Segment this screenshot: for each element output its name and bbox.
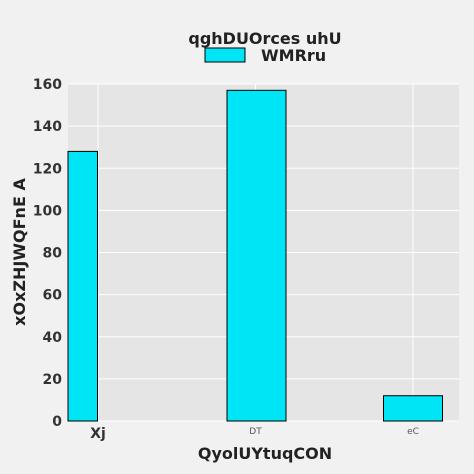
bar-Xj bbox=[67, 150, 98, 422]
y-tick-label: 40 bbox=[43, 330, 63, 346]
y-tick-label: 20 bbox=[43, 372, 63, 388]
y-tick-label: 0 bbox=[52, 414, 62, 430]
y-tick-label: 60 bbox=[43, 288, 63, 304]
y-tick-label: 160 bbox=[33, 77, 62, 93]
y-axis-label: xOxZHJWQFnE A bbox=[10, 178, 29, 326]
x-tick-label: Xj bbox=[90, 426, 106, 442]
legend-swatch bbox=[204, 47, 246, 63]
x-tick-label: eC bbox=[407, 427, 419, 437]
y-tick-label: 140 bbox=[33, 119, 62, 135]
bar-eC bbox=[383, 395, 443, 422]
x-axis-label: QyolUYtuqCON bbox=[198, 444, 332, 463]
bar-DT bbox=[226, 89, 287, 422]
y-axis-ticks: 0 20 40 60 80 100 120 140 160 bbox=[33, 77, 62, 430]
y-tick-label: 80 bbox=[43, 246, 63, 262]
legend-label: WMRru bbox=[261, 46, 326, 65]
y-tick-label: 100 bbox=[33, 203, 62, 219]
y-tick-label: 120 bbox=[33, 161, 62, 177]
x-axis-ticks: Xj DT eC bbox=[90, 426, 419, 442]
legend: WMRru bbox=[204, 46, 326, 65]
chart-title: qghDUOrces uhU bbox=[188, 29, 341, 48]
bars bbox=[67, 89, 443, 422]
x-tick-label: DT bbox=[249, 427, 262, 437]
